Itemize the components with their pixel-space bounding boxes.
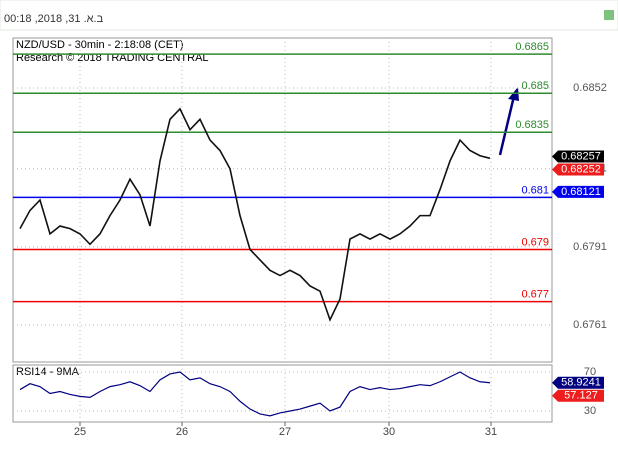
timestamp: ב.א. 31, 2018, 00:18 <box>4 13 104 25</box>
y-tick-label: 0.6852 <box>573 82 607 94</box>
price-tag <box>552 376 604 389</box>
level-label: 0.679 <box>521 236 549 248</box>
price-tag <box>552 163 604 176</box>
level-label: 0.685 <box>521 80 549 92</box>
level-label: 0.677 <box>521 288 549 300</box>
x-tick-label: 30 <box>383 426 395 438</box>
price-tag-label: 0.68252 <box>561 163 601 175</box>
forecast-arrow <box>498 95 516 156</box>
chart-title: NZD/USD - 30min - 2:18:08 (CET) <box>16 39 183 51</box>
series-line <box>19 371 491 417</box>
series-line <box>19 107 491 322</box>
price-tag <box>552 150 604 163</box>
y-tick-label: 70 <box>584 366 596 378</box>
price-tag <box>552 389 604 402</box>
top-bar <box>0 0 618 31</box>
status-icon <box>604 10 614 20</box>
price-frame <box>12 37 553 363</box>
y-tick-label: 0.6791 <box>573 241 607 253</box>
y-tick-label: 0.6761 <box>573 319 607 331</box>
x-tick-label: 31 <box>485 426 497 438</box>
y-tick-label: 30 <box>584 405 596 417</box>
price-tag-label: 57.127 <box>564 390 598 402</box>
chart-subtitle: Research © 2018 TRADING CENTRAL <box>16 52 209 64</box>
x-tick-label: 26 <box>176 426 188 438</box>
price-tag <box>552 185 604 198</box>
x-tick-label: 27 <box>279 426 291 438</box>
level-label: 0.6835 <box>515 119 549 131</box>
price-tag-label: 0.68121 <box>561 186 601 198</box>
arrow-head <box>508 87 519 101</box>
level-label: 0.681 <box>521 184 549 196</box>
rsi-title: RSI14 - 9MA <box>16 366 80 378</box>
price-tag-label: 0.68257 <box>561 150 601 162</box>
price-tag-label: 58.9241 <box>561 377 601 389</box>
x-tick-label: 25 <box>74 426 86 438</box>
rsi-frame <box>12 364 553 423</box>
level-label: 0.6865 <box>515 41 549 53</box>
